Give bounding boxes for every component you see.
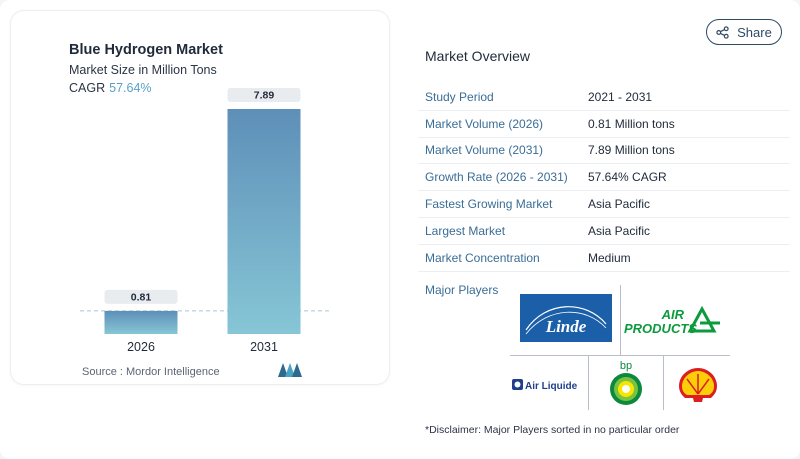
overview-row: Growth Rate (2026 - 2031) 57.64% CAGR	[418, 164, 790, 192]
overview-value: 7.89 Million tons	[588, 143, 675, 158]
bp-text: bp	[620, 360, 632, 372]
category-label: 2031	[250, 340, 278, 354]
share-label: Share	[737, 24, 772, 40]
overview-row: Largest Market Asia Pacific	[418, 218, 790, 245]
overview-row: Study Period 2021 - 2031	[418, 84, 790, 111]
overview-label: Study Period	[425, 89, 494, 104]
grid-divider	[588, 355, 589, 410]
bar-2026	[104, 310, 178, 334]
cagr-label: CAGR	[69, 81, 106, 95]
value-label: 7.89	[254, 90, 275, 102]
share-button[interactable]: Share	[706, 19, 782, 45]
overview-row: Market Volume (2031) 7.89 Million tons	[418, 138, 790, 165]
overview-label: Market Volume (2026)	[425, 116, 544, 131]
air-liquide-text: Air Liquide	[525, 381, 578, 392]
mordor-intelligence-logo	[278, 363, 302, 382]
overview-row: Market Concentration Medium	[418, 245, 790, 272]
overview-value: 2021 - 2031	[588, 89, 653, 104]
market-size-card	[10, 10, 390, 385]
overview-row: Fastest Growing Market Asia Pacific	[418, 191, 790, 218]
disclaimer-text: *Disclaimer: Major Players sorted in no …	[425, 424, 680, 436]
source-text: Source : Mordor Intelligence	[82, 366, 220, 378]
overview-label: Largest Market	[425, 223, 506, 238]
chart-title: Blue Hydrogen Market	[69, 42, 223, 58]
overview-row: Market Volume (2026) 0.81 Million tons	[418, 111, 790, 138]
bar-chart: 0.81 2026 7.89 2031	[80, 88, 330, 354]
market-overview-title: Market Overview	[425, 48, 531, 64]
value-label: 0.81	[131, 291, 152, 303]
value-label-bg	[104, 289, 178, 304]
major-players-label: Major Players	[425, 283, 499, 297]
air-products-logo: AIR PRODUCTS	[622, 295, 728, 345]
air-liquide-logo: Air Liquide	[510, 365, 586, 405]
overview-value: 0.81 Million tons	[588, 116, 675, 131]
linde-logo: Linde	[520, 294, 612, 342]
cagr-value: 57.64%	[109, 81, 152, 95]
overview-value: 57.64% CAGR	[588, 170, 667, 185]
air-products-text-1: AIR	[661, 307, 685, 322]
share-icon	[716, 25, 729, 39]
overview-value: Medium	[588, 250, 631, 265]
overview-label: Fastest Growing Market	[425, 197, 553, 212]
linde-logo-text: Linde	[545, 317, 587, 336]
overview-label: Market Volume (2031)	[425, 143, 544, 158]
overview-label: Growth Rate (2026 - 2031)	[425, 170, 568, 185]
chart-subtitle: Market Size in Million Tons	[69, 63, 217, 77]
value-label-bg	[227, 88, 301, 102]
overview-label: Market Concentration	[425, 250, 540, 265]
air-products-text-2: PRODUCTS	[624, 321, 697, 336]
bp-logo: bp	[592, 357, 660, 409]
overview-value: Asia Pacific	[588, 197, 651, 212]
major-players-grid: Linde AIR PRODUCTS Air Liquide bp	[510, 285, 730, 410]
grid-divider	[510, 355, 730, 356]
shell-logo	[670, 363, 726, 407]
bar-2031	[227, 109, 301, 334]
grid-divider	[620, 285, 621, 355]
grid-divider	[663, 355, 664, 410]
overview-value: Asia Pacific	[588, 223, 651, 238]
cagr-line: CAGR 57.64%	[69, 81, 152, 95]
category-label: 2026	[127, 340, 155, 354]
overview-table: Study Period 2021 - 2031 Market Volume (…	[418, 84, 790, 272]
